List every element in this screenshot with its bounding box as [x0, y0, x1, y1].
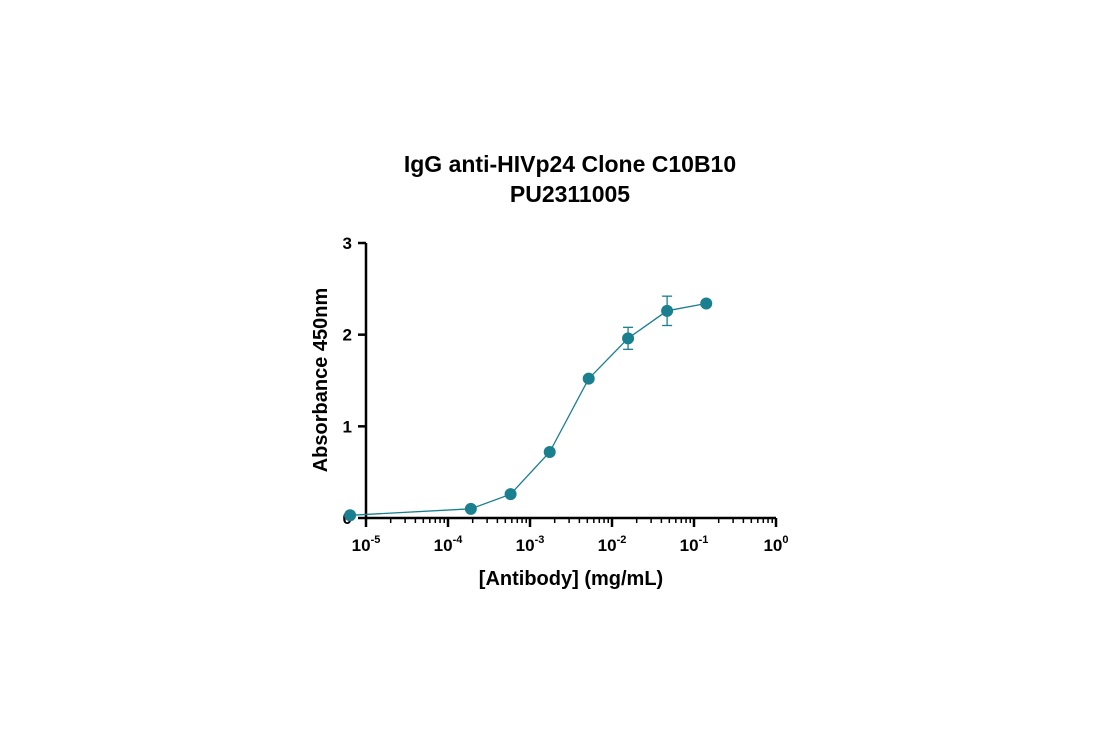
x-tick-label: 10-4 [434, 534, 464, 555]
y-tick-label: 2 [343, 326, 352, 345]
data-point [504, 488, 517, 501]
chart-subtitle: PU2311005 [510, 181, 630, 207]
data-point [543, 446, 556, 458]
data-point [661, 304, 674, 317]
data-point [622, 332, 635, 345]
y-tick-label: 1 [343, 417, 352, 436]
y-axis: 0123 [343, 234, 368, 528]
x-tick-label: 10-5 [352, 534, 381, 555]
series-line [350, 302, 707, 516]
x-tick-label: 10-1 [680, 534, 709, 555]
x-tick-label: 100 [763, 534, 788, 555]
chart-title: IgG anti-HIVp24 Clone C10B10 [404, 151, 736, 177]
y-axis-title: Absorbance 450nm [310, 288, 332, 473]
plot-series [344, 295, 713, 522]
x-axis: 10-5 10-4 10-3 10-2 10-1 100 [352, 516, 789, 555]
x-tick-label: 10-3 [516, 534, 545, 555]
y-tick-label: 3 [343, 234, 352, 253]
data-point [464, 502, 477, 515]
data-point [582, 372, 595, 385]
data-point [700, 297, 713, 310]
data-point [344, 509, 357, 522]
x-axis-title: [Antibody] (mg/mL) [479, 568, 663, 590]
x-tick-label: 10-2 [598, 534, 627, 555]
